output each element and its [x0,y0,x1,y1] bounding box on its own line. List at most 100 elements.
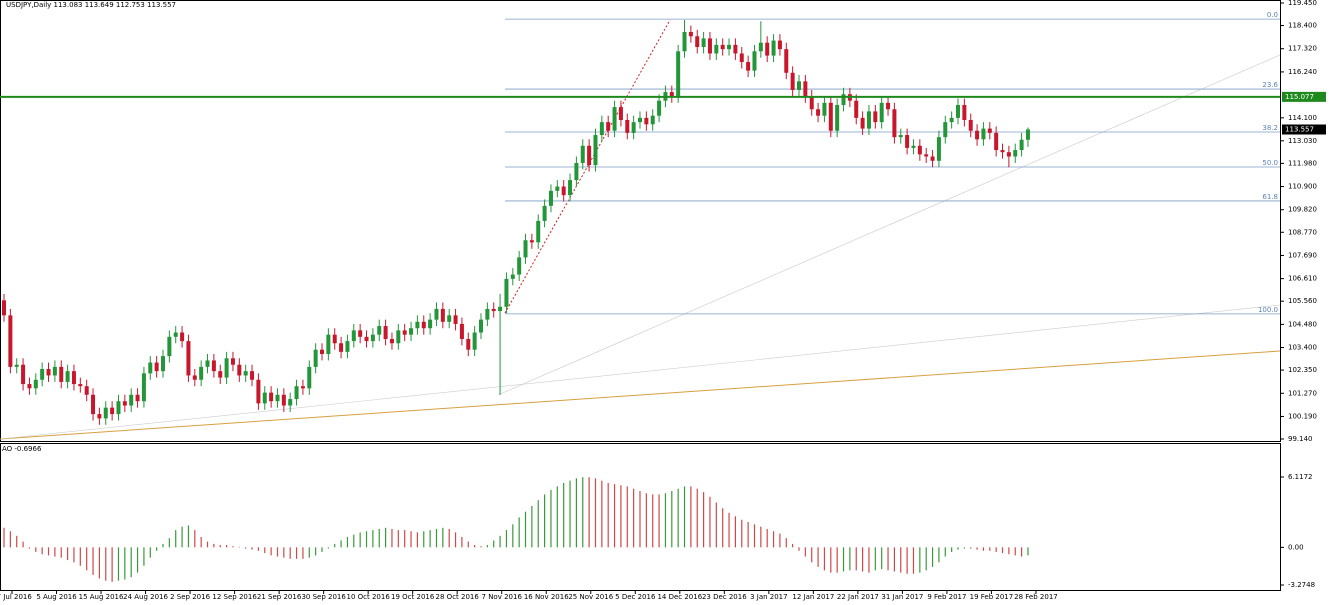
x-tick-label: 22 Jan 2017 [837,593,879,601]
candle-body [523,240,528,258]
candle-body [103,407,108,419]
candle-body [599,122,604,136]
y-tick-label: 107.690 [1288,251,1317,259]
candle-body [917,145,922,155]
fib-anchor-line [504,19,671,314]
candle-body [612,107,617,131]
candle-body [52,366,57,376]
candle-body [230,358,235,365]
fib-label: 38.2 [1262,124,1278,132]
candle-body [936,137,941,161]
candle-body [975,130,980,140]
y-tick-label: 111.980 [1288,159,1317,167]
candle-body [421,321,426,329]
candle-body [148,362,153,374]
x-tick-label: 27 Jul 2016 [0,593,32,601]
candle-body [625,119,630,133]
candle-body [21,364,26,385]
candle-body [479,319,483,333]
candle-body [199,366,204,380]
candle-body [91,394,96,415]
candle-body [300,386,305,389]
candle-body [898,135,903,138]
x-tick-label: 19 Oct 2016 [391,593,435,601]
candle-body [574,162,579,181]
candle-body [631,122,636,133]
y-tick-label: 104.480 [1288,320,1317,328]
candle-body [784,49,789,73]
candle-body [536,220,541,243]
candle-body [396,330,401,344]
x-tick-label: 3 Jan 2017 [750,593,788,601]
candle-body [962,104,967,120]
candle-body [313,349,318,367]
y-tick-label: 102.350 [1288,366,1317,374]
y-tick-label: 116.240 [1288,68,1317,76]
y-tick-label: 101.270 [1288,389,1317,397]
candle-body [364,336,369,342]
candle-body [866,111,871,129]
candle-body [911,145,916,148]
candle-body [428,319,433,329]
y-tick-label: 113.030 [1288,137,1317,145]
candle-body [122,401,127,406]
trend-line [0,304,1281,440]
y-tick-label: 119.450 [1288,0,1317,7]
candle-body [669,92,674,97]
y-tick-label: 109.820 [1288,206,1317,214]
x-tick-label: 15 Aug 2016 [79,593,124,601]
x-tick-label: 24 Aug 2016 [123,593,168,601]
candle-body [186,341,191,376]
x-tick-label: 2 Sep 2016 [170,593,210,601]
candle-body [727,44,732,50]
x-tick-label: 5 Aug 2016 [36,593,77,601]
candle-body [650,115,655,125]
fib-label: 100.0 [1258,306,1278,314]
candle-body [701,38,706,48]
candle-body [816,109,821,116]
x-tick-label: 28 Feb 2017 [1014,593,1058,601]
candle-body [351,330,356,342]
candle-body [580,145,585,163]
candle-body [879,102,884,123]
candle-body [205,360,210,367]
x-tick-label: 14 Dec 2016 [657,593,702,601]
x-tick-label: 30 Sep 2016 [301,593,346,601]
candle-body [84,386,89,395]
candle-body [587,145,592,166]
fib-label: 23.6 [1262,81,1278,89]
candle-body [568,180,573,196]
candle-body [383,326,388,339]
candle-body [517,257,522,275]
candle-body [777,40,782,50]
candle-body [676,51,681,97]
candle-body [994,132,999,151]
candle-body [548,190,553,206]
x-tick-label: 19 Feb 2017 [970,593,1014,601]
candle-body [472,332,477,350]
candle-body [447,315,452,322]
candle-body [860,117,865,129]
candle-body [841,94,846,105]
candle-body [218,371,223,378]
candle-body [262,392,267,404]
candle-body [752,51,757,71]
fib-label: 0.0 [1267,11,1278,19]
candle-body [892,109,897,138]
last-price: 113.557 [1285,126,1314,134]
candle-body [707,38,712,54]
candle-body [180,332,185,342]
candle-body [110,407,115,415]
candle-body [498,306,503,312]
candle-body [459,323,464,339]
candle-body [466,338,471,350]
candle-body [491,308,496,312]
fib-label: 50.0 [1262,159,1278,167]
candle-body [771,40,776,56]
x-tick-label: 28 Oct 2016 [436,593,480,601]
candle-body [720,44,725,50]
candle-body [981,128,986,140]
candle-body [237,364,242,376]
y-tick-label: 99.140 [1288,435,1313,443]
x-tick-label: 25 Nov 2016 [568,593,613,601]
